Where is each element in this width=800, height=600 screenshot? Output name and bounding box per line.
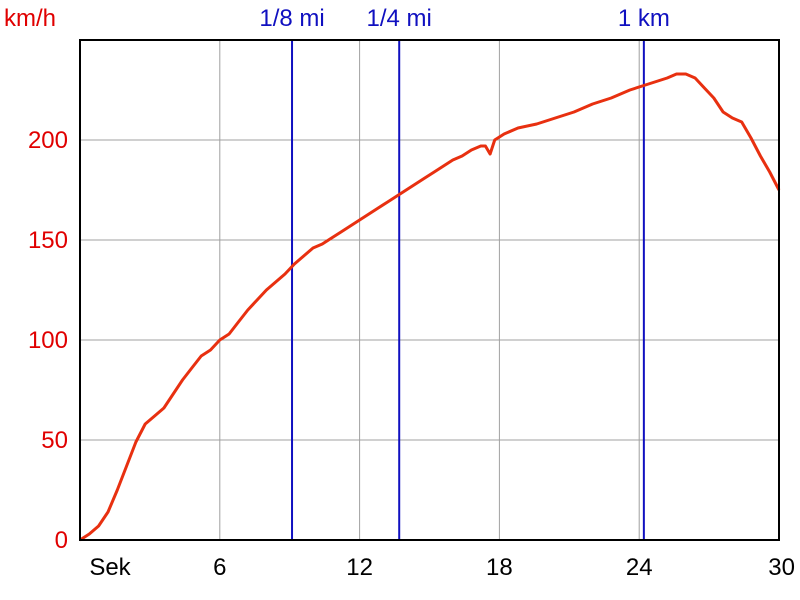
x-tick-labels: 6 12 18 24 30: [213, 554, 795, 581]
y-axis-label: km/h: [4, 5, 56, 32]
grid-lines: [80, 39, 780, 540]
x-tick-label-0: 6: [213, 554, 226, 581]
marker-label-0: 1/8 mi: [259, 5, 324, 32]
series-line-0: [79, 72, 781, 542]
y-tick-label-2: 100: [28, 327, 68, 354]
marker-labels: 1/8 mi 1/4 mi 1 km: [259, 5, 670, 32]
y-tick-label-0: 0: [55, 527, 68, 554]
x-axis-label: Sek: [89, 554, 131, 581]
marker-label-1: 1/4 mi: [367, 5, 432, 32]
y-tick-labels: 0 50 100 150 200: [28, 127, 68, 554]
plot-frame: [79, 39, 780, 541]
marker-label-2: 1 km: [618, 5, 670, 32]
x-tick-label-1: 12: [346, 554, 373, 581]
x-tick-label-4: 30: [768, 554, 795, 581]
y-tick-label-1: 50: [41, 427, 68, 454]
x-tick-label-2: 18: [486, 554, 513, 581]
series-lines: [79, 72, 781, 542]
y-tick-label-3: 150: [28, 227, 68, 254]
x-tick-label-3: 24: [626, 554, 653, 581]
distance-markers: [291, 40, 645, 540]
y-tick-label-4: 200: [28, 127, 68, 154]
